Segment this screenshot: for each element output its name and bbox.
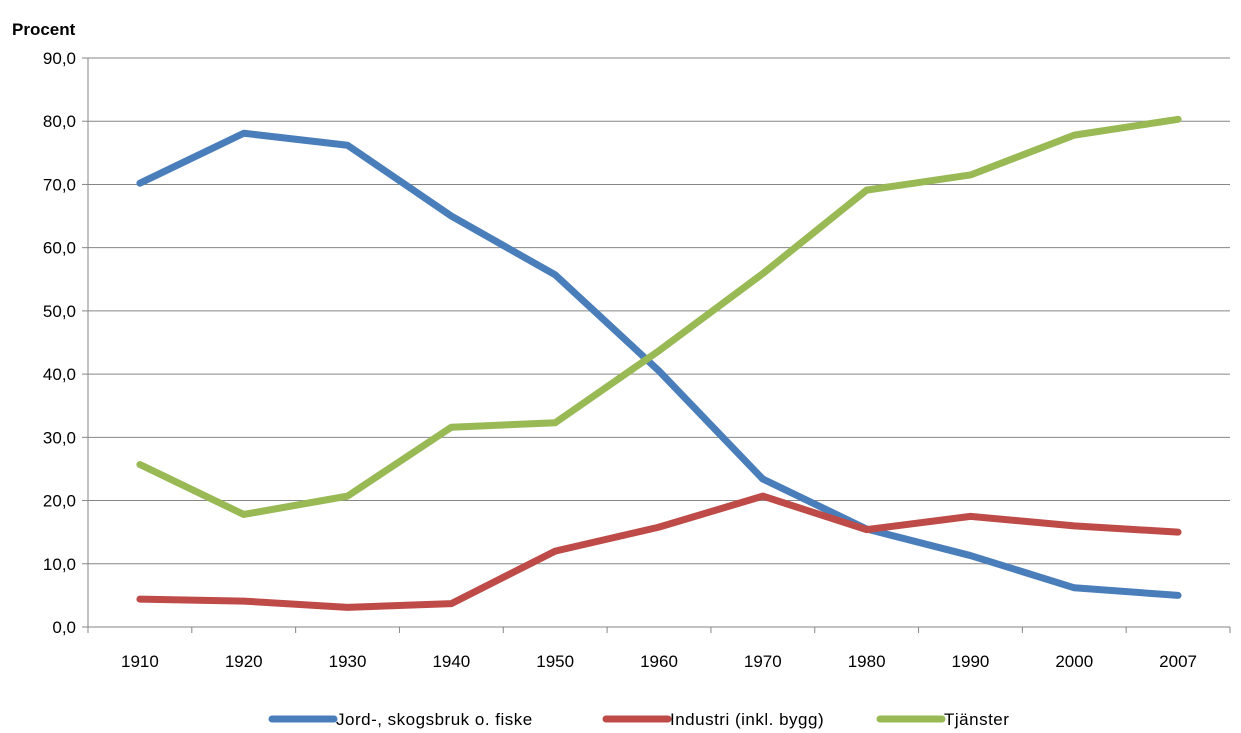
y-tick-label: 10,0 xyxy=(43,555,76,574)
series-line-1 xyxy=(136,129,1182,599)
y-tick-label: 20,0 xyxy=(43,492,76,511)
legend: Jord-, skogsbruk o. fiske Industri (inkl.… xyxy=(268,710,1009,729)
y-tick-label: 60,0 xyxy=(43,239,76,258)
x-tick-label: 1950 xyxy=(536,652,574,671)
legend-label: Jord-, skogsbruk o. fiske xyxy=(336,710,533,729)
x-tick-label: 1970 xyxy=(744,652,782,671)
x-tick-label: 1910 xyxy=(121,652,159,671)
series-lines xyxy=(136,115,1182,611)
x-tick-label: 1940 xyxy=(432,652,470,671)
legend-label: Industri (inkl. bygg) xyxy=(670,710,824,729)
y-tick-label: 40,0 xyxy=(43,365,76,384)
x-tick-label: 1930 xyxy=(329,652,367,671)
x-tick-labels: 1910 1920 1930 1940 1950 1960 1970 1980 1990 2000… xyxy=(121,652,1197,671)
y-tick-label: 80,0 xyxy=(43,112,76,131)
y-tick-label: 70,0 xyxy=(43,175,76,194)
y-tick-labels: 0,0 10,0 20,0 30,0 40,0 50,0 60,0 70,0 80,0 90,0 xyxy=(43,49,76,637)
y-tick-label: 0,0 xyxy=(52,618,76,637)
y-tick-label: 50,0 xyxy=(43,302,76,321)
legend-label: Tjänster xyxy=(944,710,1009,729)
gridlines xyxy=(88,57,1230,565)
y-axis-label: Procent xyxy=(12,20,76,39)
x-tick-label: 1980 xyxy=(848,652,886,671)
x-tick-label: 2000 xyxy=(1055,652,1093,671)
x-tick-label: 2007 xyxy=(1159,652,1197,671)
y-tick-label: 30,0 xyxy=(43,428,76,447)
series-line-2 xyxy=(136,492,1182,611)
x-tick-label: 1990 xyxy=(952,652,990,671)
series-line-3 xyxy=(136,115,1182,518)
y-tick-label: 90,0 xyxy=(43,49,76,68)
axes xyxy=(82,57,1231,633)
x-tick-label: 1960 xyxy=(640,652,678,671)
x-tick-label: 1920 xyxy=(225,652,263,671)
